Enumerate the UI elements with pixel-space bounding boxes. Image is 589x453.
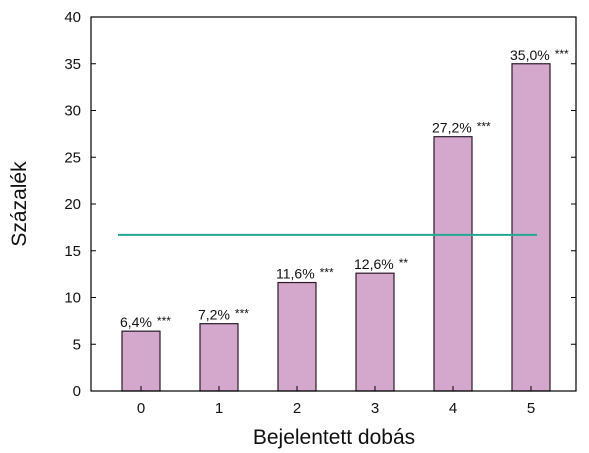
- x-tick-label: 4: [449, 400, 457, 417]
- significance-marker: ***: [477, 120, 491, 134]
- significance-marker: ***: [555, 47, 569, 61]
- x-tick-label: 0: [137, 400, 145, 417]
- x-axis: 0 1 2 3 4 5: [137, 386, 535, 417]
- plot-frame: [90, 16, 577, 392]
- x-axis-title: Bejelentett dobás: [253, 426, 415, 449]
- data-label: 7,2% ***: [198, 307, 249, 323]
- bar: [433, 136, 473, 392]
- y-tick-label: 10: [64, 290, 81, 307]
- x-tick-label: 2: [293, 400, 301, 417]
- bar: [511, 63, 551, 392]
- data-label: 6,4% ***: [120, 314, 171, 330]
- x-tick-label: 5: [527, 400, 535, 417]
- bar: [199, 323, 239, 392]
- y-tick-label: 30: [64, 103, 81, 120]
- y-tick-label: 25: [64, 149, 81, 166]
- data-label: 12,6% **: [354, 256, 408, 272]
- y-tick-label: 0: [73, 383, 81, 400]
- significance-marker: ***: [235, 307, 249, 321]
- y-axis-title: Százalék: [8, 161, 31, 247]
- data-labels-layer: 6,4% *** 7,2% *** 11,6% *** 12,6% ** 27,2% *** 35,…: [120, 47, 569, 330]
- y-tick-label: 20: [64, 196, 81, 213]
- significance-marker: ***: [320, 266, 334, 280]
- significance-marker: ***: [157, 314, 171, 328]
- data-label: 27,2% ***: [432, 120, 491, 136]
- bar: [355, 272, 395, 392]
- x-tick-label: 1: [215, 400, 223, 417]
- data-label: 35,0% ***: [510, 47, 569, 63]
- bars-layer: [121, 63, 551, 392]
- y-tick-label: 5: [73, 336, 81, 353]
- bar: [277, 281, 317, 392]
- y-tick-label: 40: [64, 9, 81, 26]
- y-tick-label: 35: [64, 56, 81, 73]
- y-axis: 0 5 10 15 20 25 30 35 40: [64, 9, 576, 400]
- y-tick-label: 15: [64, 243, 81, 260]
- x-tick-label: 3: [371, 400, 379, 417]
- significance-marker: **: [399, 256, 409, 270]
- data-label: 11,6% ***: [276, 266, 334, 282]
- bar: [121, 330, 161, 392]
